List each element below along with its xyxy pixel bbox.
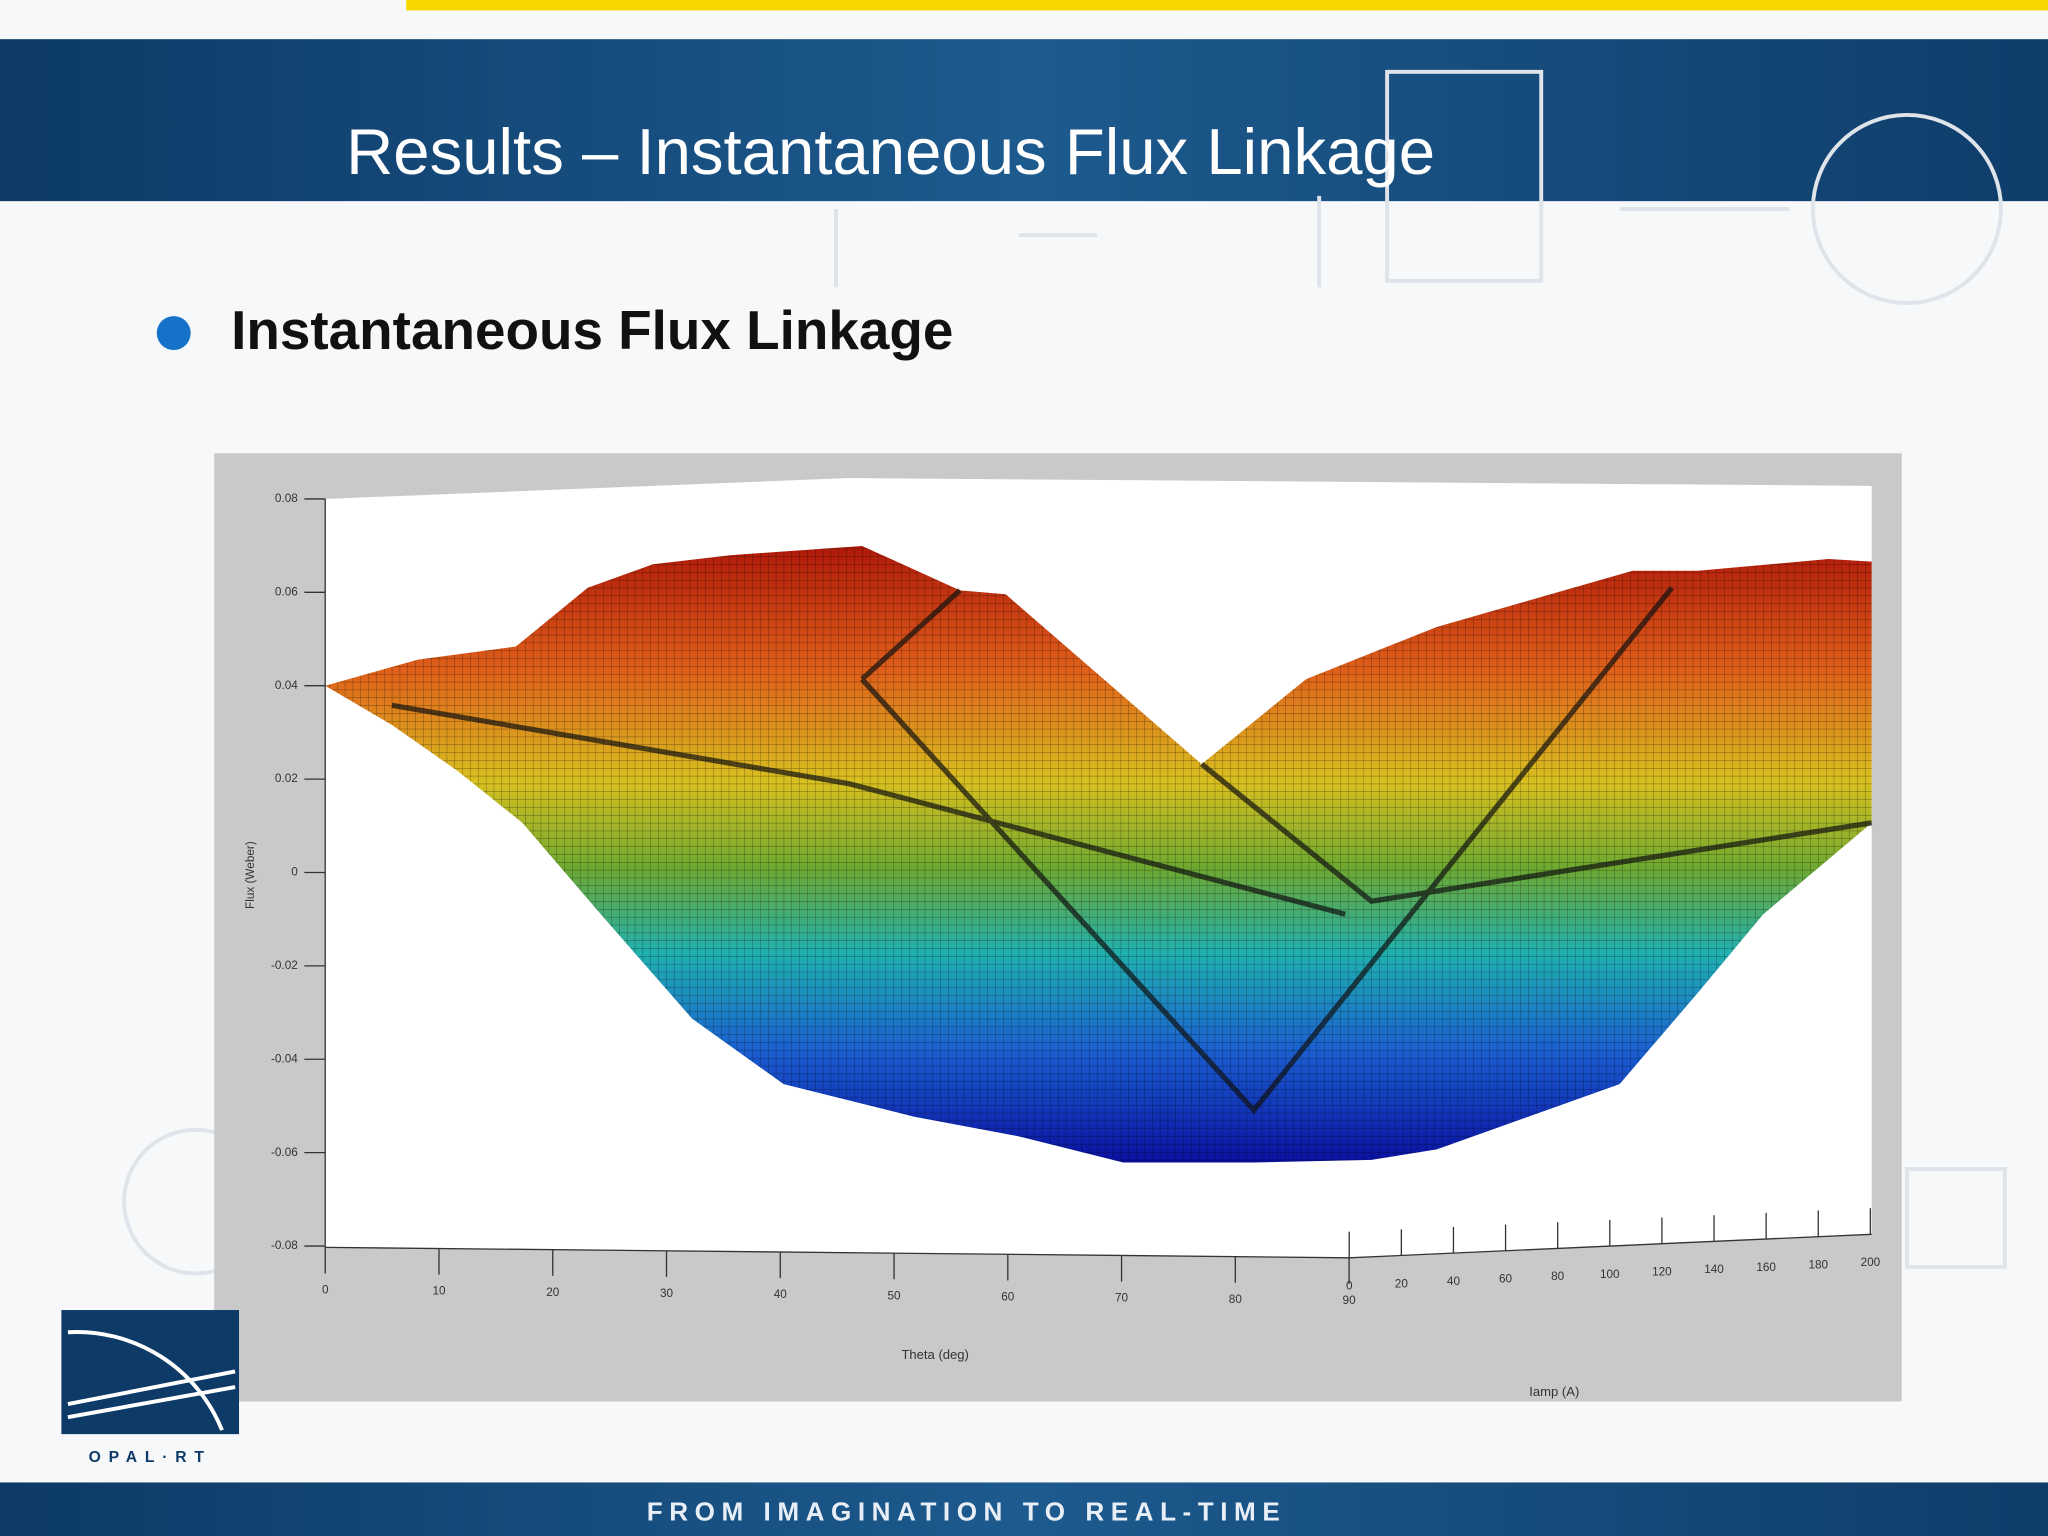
z-tick-label: 60 bbox=[1499, 1273, 1513, 1286]
z-axis-label: Iamp (A) bbox=[1529, 1384, 1579, 1399]
x-tick-label: 60 bbox=[1001, 1291, 1015, 1304]
z-tick-label: 160 bbox=[1756, 1261, 1776, 1274]
x-tick-label: 30 bbox=[660, 1287, 674, 1300]
z-tick-label: 80 bbox=[1551, 1270, 1565, 1283]
y-tick-label: -0.02 bbox=[271, 959, 298, 972]
z-tick-label: 140 bbox=[1704, 1263, 1724, 1276]
z-tick-label: 20 bbox=[1395, 1277, 1409, 1290]
y-tick-label: -0.08 bbox=[271, 1239, 298, 1252]
x-tick-label: 20 bbox=[546, 1286, 560, 1299]
y-tick-label: -0.04 bbox=[271, 1052, 298, 1065]
z-tick-label: 100 bbox=[1600, 1268, 1620, 1281]
x-tick-label: 10 bbox=[432, 1285, 446, 1298]
surface-creases bbox=[391, 586, 1873, 1115]
y-tick-label: 0.08 bbox=[275, 492, 298, 505]
footer-band bbox=[0, 1482, 2048, 1536]
surface bbox=[325, 545, 1873, 1163]
logo: OPAL·RT bbox=[61, 1310, 240, 1466]
x-tick-label: 0 bbox=[322, 1284, 329, 1297]
x-tick-label: 50 bbox=[888, 1289, 902, 1302]
logo-text: OPAL·RT bbox=[89, 1449, 212, 1466]
y-tick-label: 0.02 bbox=[275, 772, 298, 785]
z-tick-label: 40 bbox=[1447, 1275, 1461, 1288]
background-circuit bbox=[122, 69, 2007, 1276]
axes: 0.08 0.06 0.04 0.02 0 -0.02 -0.04 -0.06 -0.08 0 10… bbox=[271, 492, 1881, 1307]
footer-tagline: FROM IMAGINATION TO REAL-TIME bbox=[647, 1497, 1287, 1527]
x-tick-label: 40 bbox=[774, 1288, 788, 1301]
z-tick-label: 200 bbox=[1861, 1256, 1881, 1269]
x-tick-label: 90 bbox=[1343, 1294, 1357, 1307]
y-tick-label: 0.04 bbox=[275, 679, 298, 692]
z-tick-label: 180 bbox=[1808, 1258, 1828, 1271]
y-axis-label: Flux (Weber) bbox=[244, 841, 257, 909]
bullet-text: Instantaneous Flux Linkage bbox=[231, 299, 953, 361]
x-tick-label: 80 bbox=[1229, 1293, 1243, 1306]
y-tick-label: 0.06 bbox=[275, 585, 298, 598]
y-tick-label: 0 bbox=[291, 866, 298, 879]
accent-stripe bbox=[406, 0, 2048, 11]
bullet-dot bbox=[156, 316, 191, 351]
surface-mesh bbox=[325, 545, 1872, 1163]
y-tick-label: -0.06 bbox=[271, 1146, 298, 1159]
z-tick-label: 0 bbox=[1346, 1280, 1353, 1293]
slide-title: Results – Instantaneous Flux Linkage bbox=[346, 115, 1435, 188]
z-tick-label: 120 bbox=[1652, 1266, 1672, 1279]
x-axis-label: Theta (deg) bbox=[901, 1347, 968, 1362]
x-tick-label: 70 bbox=[1115, 1292, 1129, 1305]
header-band bbox=[0, 39, 2048, 202]
